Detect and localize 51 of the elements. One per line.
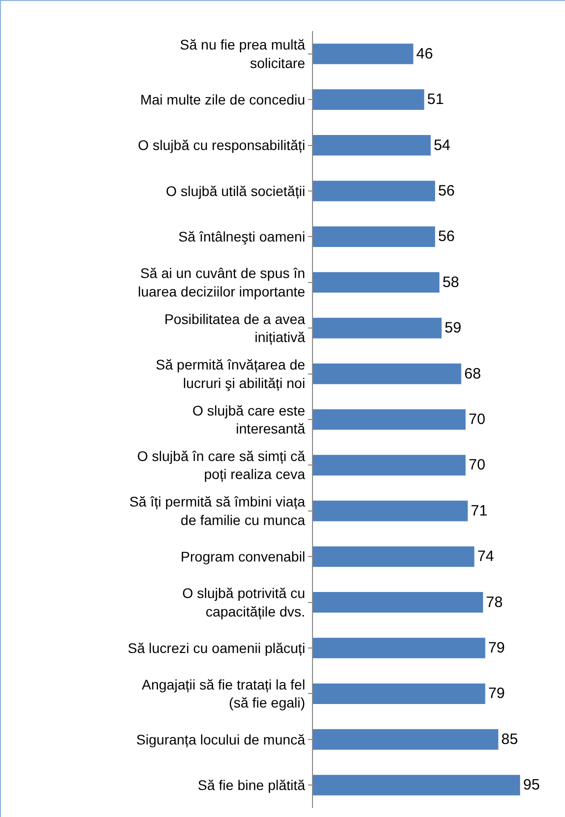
bar: [313, 226, 436, 247]
y-tick-label: Program convenabil: [180, 548, 306, 565]
bar: [313, 454, 466, 476]
y-tick-label: Să permită învățarea de lucruri şi abilități noi: [156, 356, 306, 391]
data-label: 74: [477, 548, 494, 566]
data-label: 71: [470, 502, 488, 520]
y-tick-label: Posibilitatea de a avea inițiativă: [164, 310, 306, 346]
data-label: 70: [468, 456, 486, 474]
y-tick-label: Să nu fie prea multă solicitare: [180, 36, 306, 71]
data-label: 54: [434, 136, 450, 154]
data-label: 70: [468, 411, 486, 428]
data-label: 58: [442, 274, 460, 291]
bar: [313, 638, 486, 658]
bar: [313, 774, 520, 796]
bar: [313, 89, 424, 110]
data-label: 46: [416, 45, 433, 62]
data-label: 95: [523, 776, 540, 794]
bar: [313, 729, 498, 750]
y-tick-label: O slujbă utilă societății: [166, 182, 306, 199]
data-label: 79: [488, 685, 505, 702]
data-label: 56: [438, 182, 455, 200]
y-tick-label: Să întâlneşti oameni: [178, 228, 306, 245]
y-tick-label: Angajații să fie tratați la fel (să fie egali): [142, 676, 306, 711]
y-tick-label: Să fie bine plătită: [198, 777, 306, 794]
bar: [313, 546, 474, 567]
data-label: 78: [486, 594, 503, 611]
data-label: 56: [438, 228, 455, 246]
bar: [313, 180, 436, 202]
data-label: 79: [488, 640, 505, 657]
bar: [313, 500, 468, 522]
y-tick-label: Să îți permită să îmbini viața de familie cu munca: [129, 494, 306, 528]
y-tick-label: Siguranța locului de muncă: [136, 731, 306, 748]
y-tick-label: Să lucrezi cu oamenii plăcuți: [128, 640, 306, 656]
bar: [313, 364, 462, 384]
bar: [313, 409, 466, 430]
data-label: 59: [444, 320, 462, 337]
y-tick-label: O slujbă în care să simți că poți realiza ceva: [137, 448, 306, 482]
bar: [313, 134, 431, 156]
y-tick-label: O slujbă care este interesantă: [192, 402, 306, 436]
bar: [313, 272, 440, 293]
y-tick-label: Mai multe zile de concediu: [140, 91, 306, 108]
y-tick-label: Să ai un cuvânt de spus în luarea deciziilor importante: [138, 265, 306, 300]
bar: [313, 592, 484, 613]
data-label: 51: [427, 91, 444, 108]
bar: [313, 318, 442, 338]
data-label: 85: [501, 730, 518, 748]
y-tick-label: O slujbă potrivită cu capacitățile dvs.: [182, 585, 306, 620]
data-label: 68: [464, 365, 481, 382]
bar: [313, 683, 486, 704]
bar: [313, 44, 414, 64]
y-tick-label: O slujbă cu responsabilități: [138, 137, 306, 154]
